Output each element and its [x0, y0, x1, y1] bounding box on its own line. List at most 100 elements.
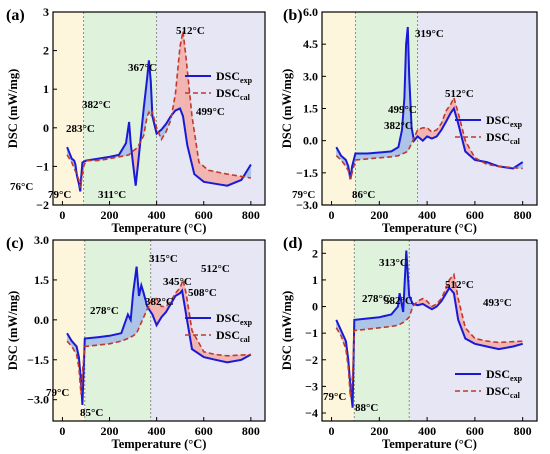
y-tick-label: −3.0 [296, 198, 318, 212]
peak-annotation: 283°C [66, 123, 95, 135]
x-axis-label: Temperature (°C) [112, 221, 207, 235]
temperature-region-3 [417, 12, 537, 205]
y-tick-label: 0 [43, 121, 49, 135]
series-line-dsc-cal [335, 95, 523, 180]
y-tick-label: −4 [305, 406, 318, 420]
y-tick-label: −1.5 [27, 353, 49, 367]
x-tick-label: 800 [242, 424, 260, 438]
x-tick-label: 0 [59, 424, 65, 438]
peak-annotation: 315°C [149, 253, 178, 265]
x-tick-label: 0 [329, 424, 335, 438]
x-tick-label: 200 [370, 208, 388, 222]
peak-annotation: 76°C [10, 181, 33, 193]
y-tick-label: −2 [36, 198, 49, 212]
x-tick-label: 400 [148, 424, 166, 438]
series-line-dsc-exp [66, 266, 252, 406]
temperature-region-1 [53, 12, 84, 205]
x-tick-label: 600 [466, 424, 484, 438]
peak-annotation: 278°C [362, 293, 391, 305]
chart-panel-b: 0 200 400 600 800 −3.0 −1.5 0.0 1.5 3.0 4.5 6.0 Temp… [280, 5, 538, 235]
peak-annotation: 319°C [415, 28, 444, 40]
peak-annotation: 345°C [163, 276, 192, 288]
x-tick-label: 800 [514, 208, 532, 222]
panel-label: (d) [283, 235, 303, 252]
y-tick-label: −1.5 [296, 166, 318, 180]
y-tick-label: −3 [305, 379, 318, 393]
x-tick-label: 400 [418, 424, 436, 438]
peak-annotation: 382°C [384, 120, 413, 132]
y-tick-label: 2 [312, 246, 318, 260]
chart-panel-d: 0 200 400 600 800 −4 −3 −2 −1 0 1 2 Temperature (°C)… [280, 235, 538, 451]
y-tick-label: 6.0 [303, 5, 318, 19]
peak-annotation: 493°C [483, 297, 512, 309]
peak-annotation: 367°C [128, 62, 157, 74]
chart-panel-c: 0 200 400 600 800 −3.0 −1.5 0.0 1.5 3.0 Temperatur… [6, 233, 266, 451]
x-tick-label: 0 [59, 208, 65, 222]
peak-annotation: 512°C [445, 279, 474, 291]
plot-area [322, 240, 537, 421]
peak-annotation: 382°C [82, 99, 111, 111]
plot-frame [321, 239, 538, 422]
peak-annotation: 278°C [90, 305, 119, 317]
y-tick-label: 1.5 [303, 102, 318, 116]
peak-annotation: 79°C [323, 391, 346, 403]
y-axis-label: DSC (mW/mg) [280, 291, 294, 371]
x-tick-label: 400 [418, 208, 436, 222]
x-axis-label: Temperature (°C) [112, 437, 207, 451]
panel-label: (c) [6, 235, 24, 252]
plot-area [322, 12, 537, 205]
peak-annotation: 499°C [388, 104, 417, 116]
series-line-dsc-exp [66, 60, 252, 192]
series-line-dsc-cal [335, 272, 523, 398]
peak-annotation: 79°C [46, 387, 69, 399]
plot-frame [52, 239, 266, 422]
peak-annotation: 86°C [352, 189, 375, 201]
plot-frame [52, 11, 266, 206]
y-tick-label: −2 [305, 353, 318, 367]
peak-annotation: 88°C [355, 402, 378, 414]
panel-label: (a) [6, 7, 25, 24]
plot-area [53, 12, 265, 205]
y-tick-label: 1 [312, 273, 318, 287]
peak-annotation: 508°C [188, 287, 217, 299]
peak-annotation: 382°C [145, 296, 174, 308]
temperature-region-3 [150, 240, 265, 421]
x-tick-label: 800 [514, 424, 532, 438]
series-line-dsc-exp [335, 26, 524, 180]
y-tick-label: 3 [43, 5, 49, 19]
x-tick-label: 400 [148, 208, 166, 222]
y-tick-label: 4.5 [303, 37, 318, 51]
peak-annotation: 499°C [196, 106, 225, 118]
y-tick-label: 3.0 [34, 233, 49, 247]
peak-annotation: 311°C [98, 189, 126, 201]
peak-annotation: 313°C [379, 257, 408, 269]
x-tick-label: 600 [466, 208, 484, 222]
x-tick-label: 0 [329, 208, 335, 222]
y-tick-label: 2 [43, 44, 49, 58]
x-tick-label: 200 [370, 424, 388, 438]
x-tick-label: 600 [195, 424, 213, 438]
plot-area [53, 240, 265, 421]
x-tick-label: 200 [101, 424, 119, 438]
x-axis-label: Temperature (°C) [382, 437, 477, 451]
peak-annotation: 382°C [384, 295, 413, 307]
x-tick-label: 200 [101, 208, 119, 222]
x-tick-label: 800 [242, 208, 260, 222]
y-tick-label: −1 [305, 326, 318, 340]
panel-label: (b) [283, 7, 303, 24]
y-tick-label: 3.0 [303, 69, 318, 83]
temperature-region-1 [53, 240, 85, 421]
temperature-region-2 [354, 240, 410, 421]
series-line-dsc-cal [66, 277, 251, 395]
peak-annotation: 85°C [80, 407, 103, 419]
y-axis-label: DSC (mW/mg) [6, 291, 20, 371]
y-tick-label: 0 [312, 300, 318, 314]
series-line-dsc-cal [66, 31, 252, 188]
y-tick-label: −1 [36, 159, 49, 173]
peak-annotation: 79°C [292, 189, 315, 201]
temperature-region-2 [84, 240, 151, 421]
y-tick-label: 1 [43, 82, 49, 96]
y-axis-label: DSC (mW/mg) [6, 69, 20, 149]
